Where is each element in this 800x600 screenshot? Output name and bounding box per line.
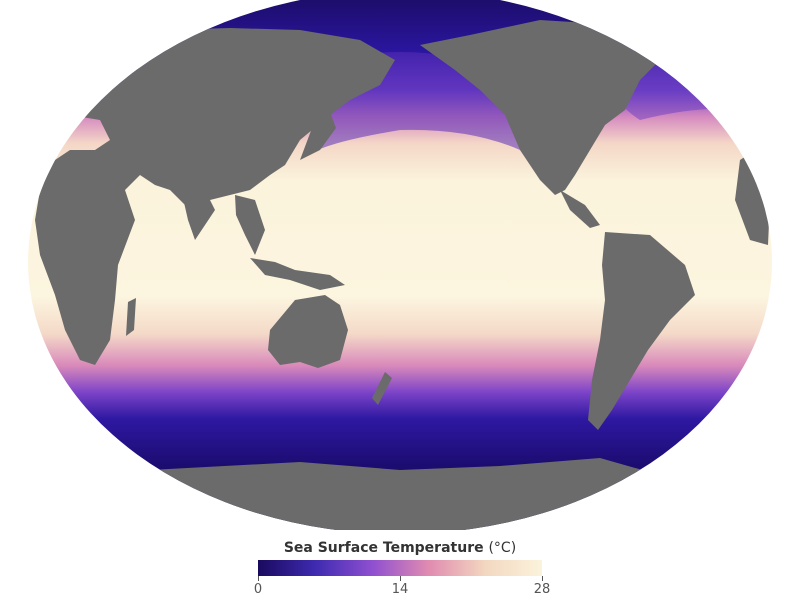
- land-southeast-asia: [235, 195, 265, 255]
- legend-title-text: Sea Surface Temperature: [283, 540, 484, 556]
- land-japan: [300, 112, 336, 160]
- legend-unit: (°C): [488, 540, 517, 556]
- land-madagascar: [126, 298, 136, 336]
- land-australia: [268, 295, 348, 368]
- land-indonesia: [250, 258, 345, 290]
- legend-tick-label: 0: [253, 582, 263, 597]
- legend-tick-mark: [400, 576, 401, 581]
- land-north-america: [420, 20, 660, 195]
- legend-tick-label: 28: [533, 582, 551, 597]
- land-india: [180, 185, 215, 240]
- legend-title: Sea Surface Temperature (°C): [250, 540, 550, 556]
- color-legend: Sea Surface Temperature (°C) 0 14 28: [250, 538, 550, 598]
- land-greenland: [655, 10, 730, 60]
- land-central-america: [560, 190, 600, 228]
- land-eurasia-africa: [35, 28, 395, 365]
- legend-tick-mark: [258, 576, 259, 581]
- world-map: [28, 0, 772, 530]
- legend-tick-mark: [542, 576, 543, 581]
- land-new-zealand: [372, 372, 392, 405]
- land-south-america: [588, 232, 695, 430]
- legend-color-bar: [258, 560, 542, 576]
- legend-tick-label: 14: [391, 582, 409, 597]
- sea-surface-temperature-map: [28, 0, 772, 530]
